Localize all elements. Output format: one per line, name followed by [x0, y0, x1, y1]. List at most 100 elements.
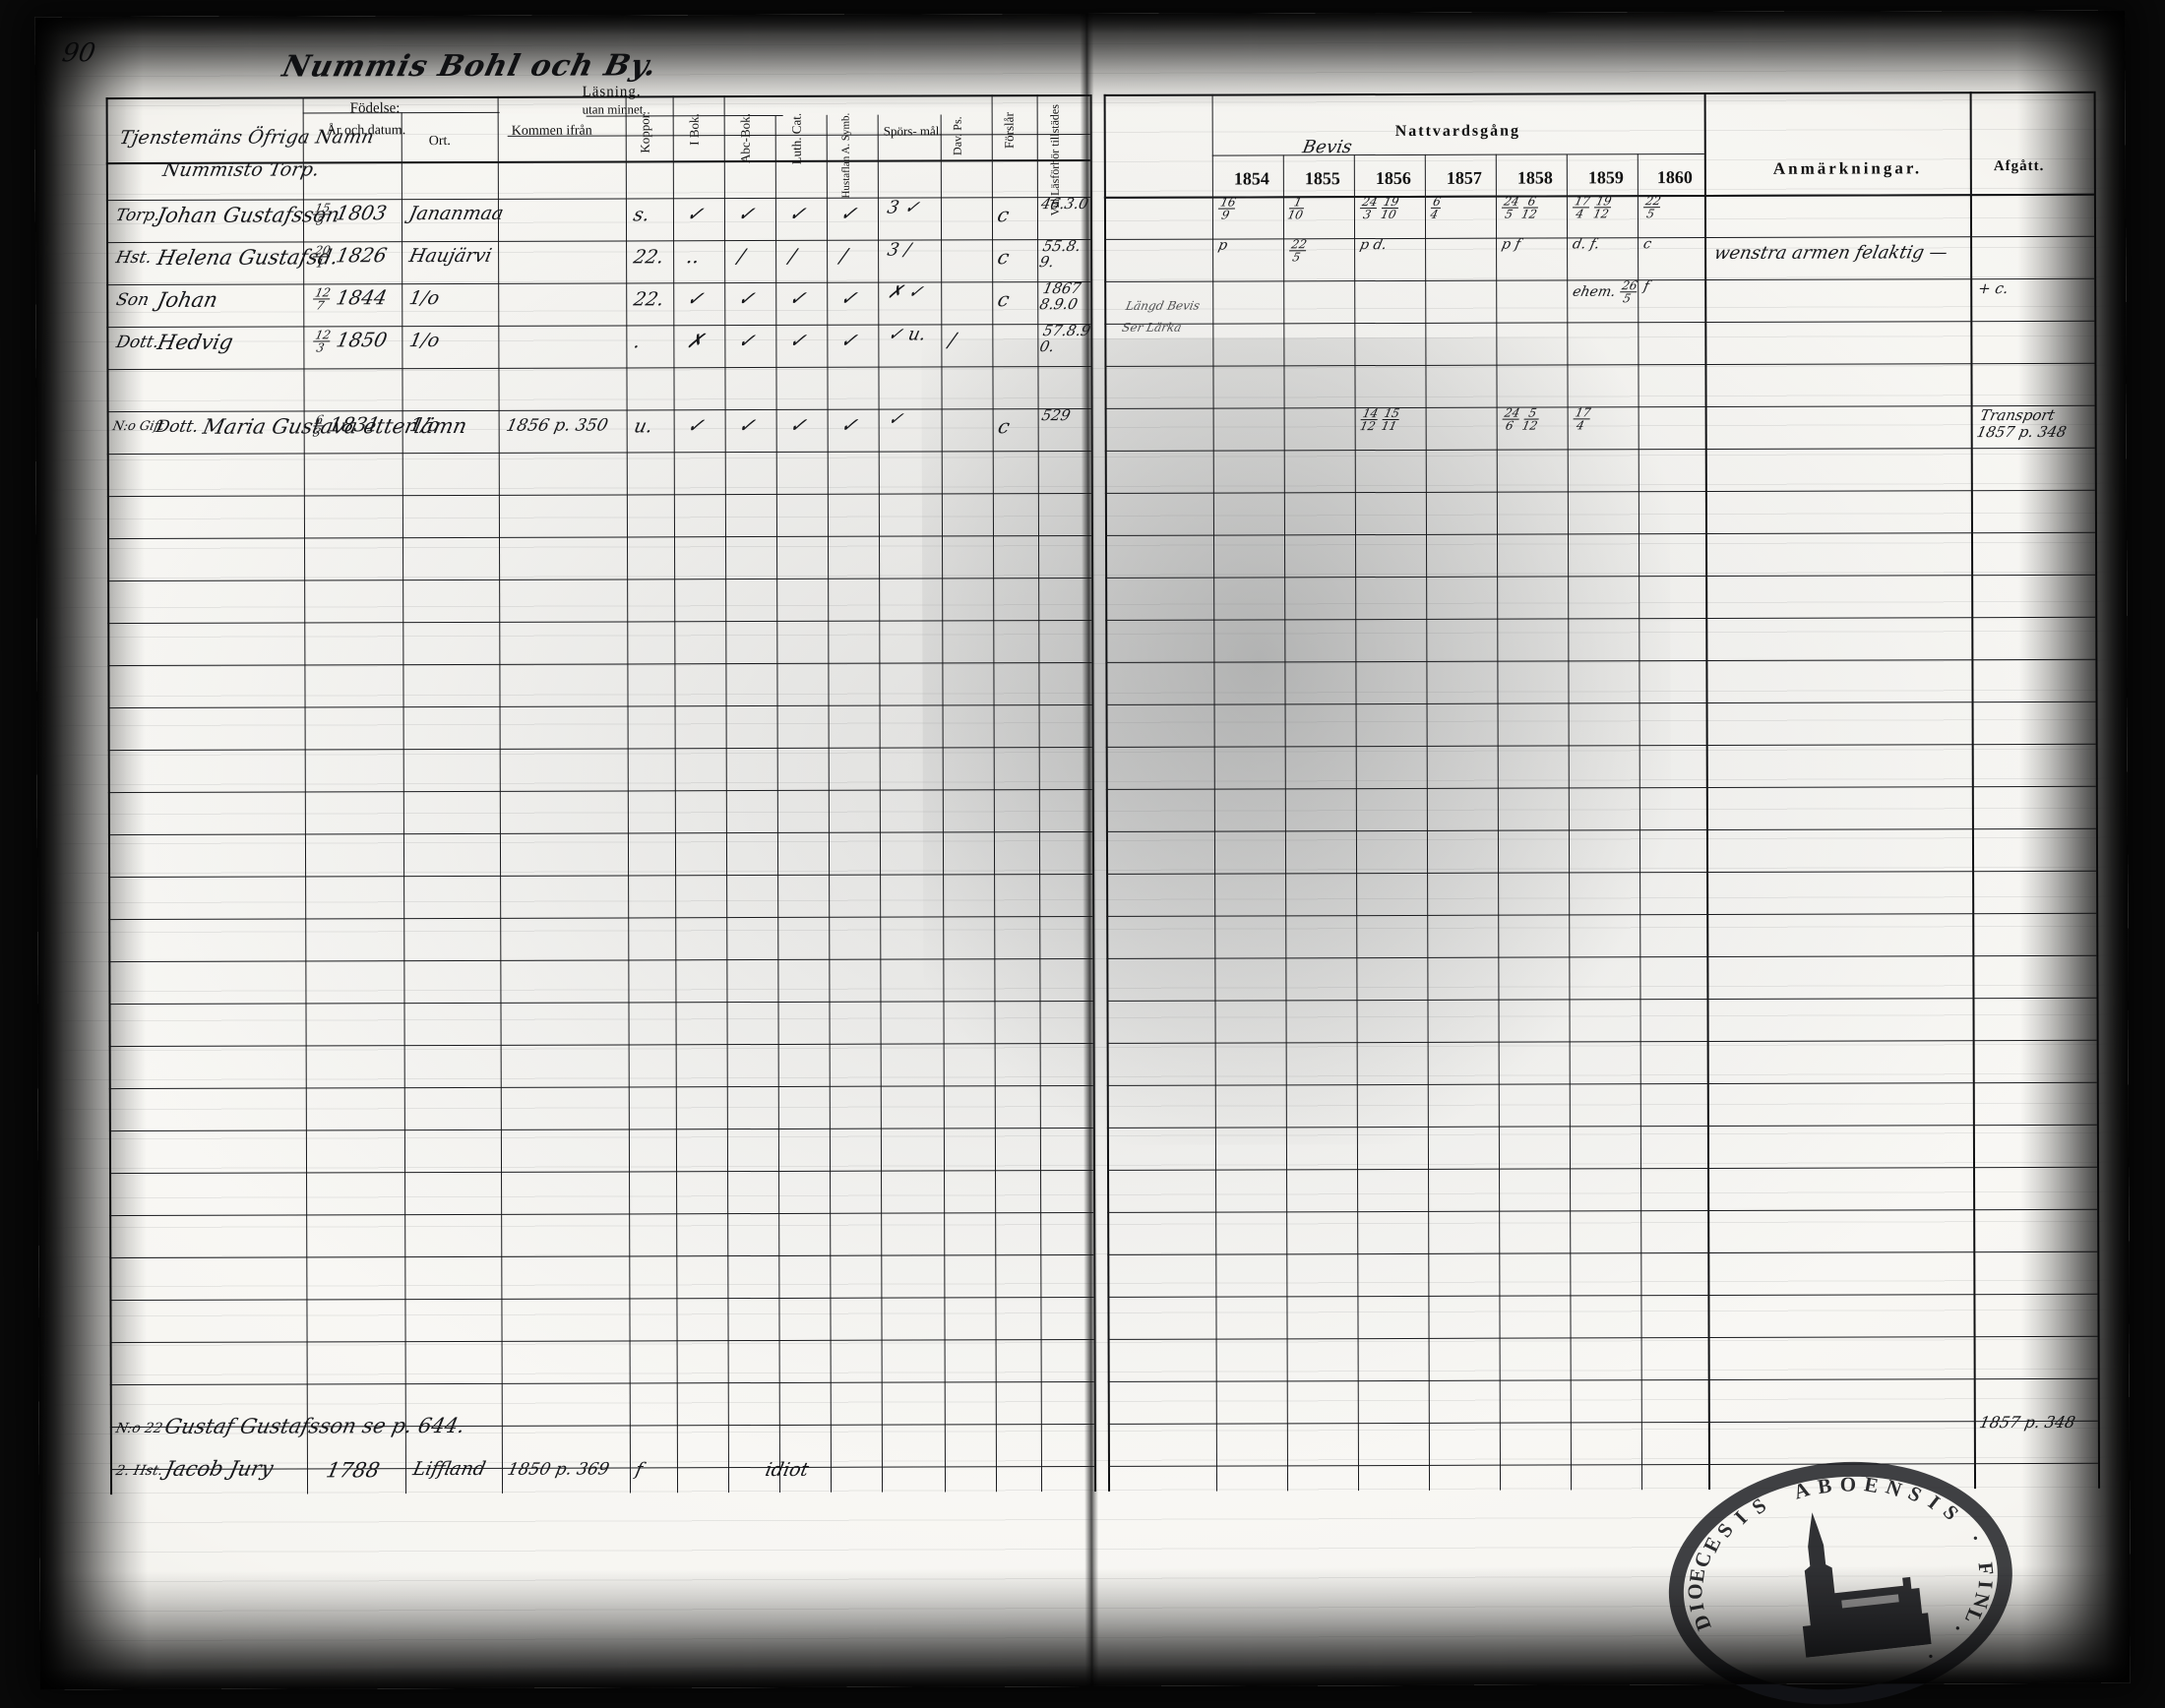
seal-ring: [1656, 1444, 2025, 1708]
row-remarks: wenstra armen felaktig —: [1711, 242, 1949, 264]
row-birth: 12 7 1844: [313, 285, 390, 313]
row-rule: [1106, 1039, 2097, 1044]
row-rule: [107, 577, 1092, 582]
col-header-luth-cat: Luth. Cat.: [788, 112, 804, 165]
row-forslar: c: [995, 287, 1012, 312]
row-rule: [109, 1296, 1094, 1302]
row-reading-abcbok: ✓: [735, 329, 758, 353]
row-rule: [107, 619, 1092, 625]
communion-script-note: Bevis: [1300, 137, 1354, 158]
row-communion-1859: ehem. 26 5: [1571, 278, 1639, 306]
seal-letter: .: [1950, 1621, 1974, 1639]
page-heading: Nummis Bohl och By.: [278, 48, 661, 85]
row-birth: 12 3 1850: [313, 328, 390, 355]
data-rows: Torp. Johan Gustafsson 15 5 1803 Jananmaa s. ✓…: [34, 11, 2125, 441]
rule: [774, 114, 781, 1493]
rule: [940, 114, 947, 1493]
row-rule: [106, 280, 1091, 286]
row-name: Johan: [155, 287, 220, 312]
row-forslar: c: [995, 203, 1012, 227]
seal-letter: I: [1973, 1579, 1998, 1589]
row-rule: [108, 873, 1093, 879]
row-rule: [1105, 574, 2096, 579]
row-birth-place: 1/o: [407, 330, 442, 352]
col-header-abc-bok: Abc-Bok.: [737, 113, 753, 164]
row-communion-1860: f: [1641, 278, 1651, 295]
row-rule: [106, 450, 1091, 456]
col-header-hustaflan: Hustaflan A. Symb.: [839, 112, 852, 199]
rule: [1103, 93, 1111, 1492]
rule: [1353, 154, 1360, 1492]
seal-letter: O: [1839, 1471, 1857, 1496]
row-reading-sporsmal: 3 /: [885, 239, 913, 261]
row-rule: [109, 1338, 1094, 1344]
col-header-birth-year: År och datum.: [326, 123, 406, 139]
rule: [1103, 91, 2094, 96]
footer-row-name: Jacob Jury: [162, 1456, 276, 1481]
seal-letter: L: [1959, 1605, 1988, 1627]
row-departed: + c.: [1976, 279, 2010, 298]
ledger-page: 90 Nummis Bohl och By. Tjenstemäns Öfrig…: [34, 10, 2131, 1708]
footer-row-birth-place: Liffland: [410, 1457, 488, 1481]
footer-row-birth-year: 1788: [324, 1458, 382, 1483]
footer-row-prefix: 2. Hst.: [114, 1462, 164, 1480]
row-rule: [107, 661, 1092, 667]
seal-letter: B: [1816, 1472, 1833, 1498]
row-reading-sporsmal: ✓: [886, 408, 905, 430]
row-title: Dott.: [154, 416, 201, 437]
row-rule: [1106, 912, 2097, 917]
row-communion-1860: 22 5: [1642, 194, 1663, 221]
row-rule: [107, 788, 1092, 794]
row-reading-abcbok: ✓: [735, 286, 758, 311]
seal-letter: A: [1790, 1476, 1813, 1504]
row-reading-ibok: ..: [684, 244, 703, 269]
year-header-1858: 1858: [1516, 167, 1553, 188]
rule: [1424, 153, 1431, 1491]
seal-letter: E: [1684, 1566, 1710, 1584]
row-reading-hustaflan: ✓: [837, 328, 860, 352]
col-header-i-bok: I Bok.: [686, 113, 702, 146]
row-rule: [109, 1380, 1094, 1386]
seal-letter: O: [1683, 1582, 1707, 1600]
seal-letter: F: [1973, 1560, 1999, 1576]
rule: [105, 97, 113, 1495]
row-title: Son: [114, 289, 152, 311]
row-rule: [105, 196, 1090, 202]
row-communion-1855: 1 10: [1286, 195, 1354, 221]
row-rule: [108, 1000, 1093, 1006]
margin-note: Ser Lärka: [1120, 320, 1183, 335]
col-header-reading-sub: utan minnet.: [582, 101, 647, 117]
row-reading-hustaflan: ✓: [837, 201, 860, 225]
margin-note: Längd Bevis: [1124, 298, 1202, 313]
seal-letter: E: [1698, 1532, 1726, 1556]
row-birth-place: 1/o: [406, 287, 442, 310]
row-reading-abcbok: ✓: [735, 202, 758, 226]
row-reading-abcbok: /: [735, 244, 748, 269]
row-rule: [1107, 1293, 2098, 1298]
col-header-reading-group: Läsning.: [582, 84, 642, 100]
row-communion-1860: c: [1641, 236, 1653, 253]
row-reading-luthcat: ✓: [786, 285, 809, 310]
row-reading-hustaflan: /: [837, 243, 850, 268]
seal-letter: S: [1938, 1499, 1964, 1525]
row-rule: [106, 323, 1091, 329]
row-reading-hustaflan: ✓: [837, 285, 860, 310]
rule: [1211, 153, 1704, 156]
seal-letter: N: [1968, 1590, 1995, 1611]
row-rule: [106, 238, 1091, 244]
seal-letter: I: [1923, 1490, 1946, 1514]
row-rule: [106, 534, 1091, 540]
seal-letter: N: [1883, 1474, 1905, 1501]
row-communion-1858: 24 5 6 12: [1499, 195, 1567, 221]
row-communion-1854: p: [1216, 237, 1229, 254]
row-rule: [108, 1084, 1093, 1090]
row-koppor: 22.: [631, 288, 666, 311]
page-number: 90: [59, 38, 98, 69]
row-rule: [107, 830, 1092, 836]
row-reading-ibok: ✓: [684, 202, 707, 226]
rule: [497, 95, 504, 1494]
col-header-forslar: Förslår: [1001, 112, 1017, 150]
row-reading-sporsmal: 3 ✓: [885, 197, 922, 218]
